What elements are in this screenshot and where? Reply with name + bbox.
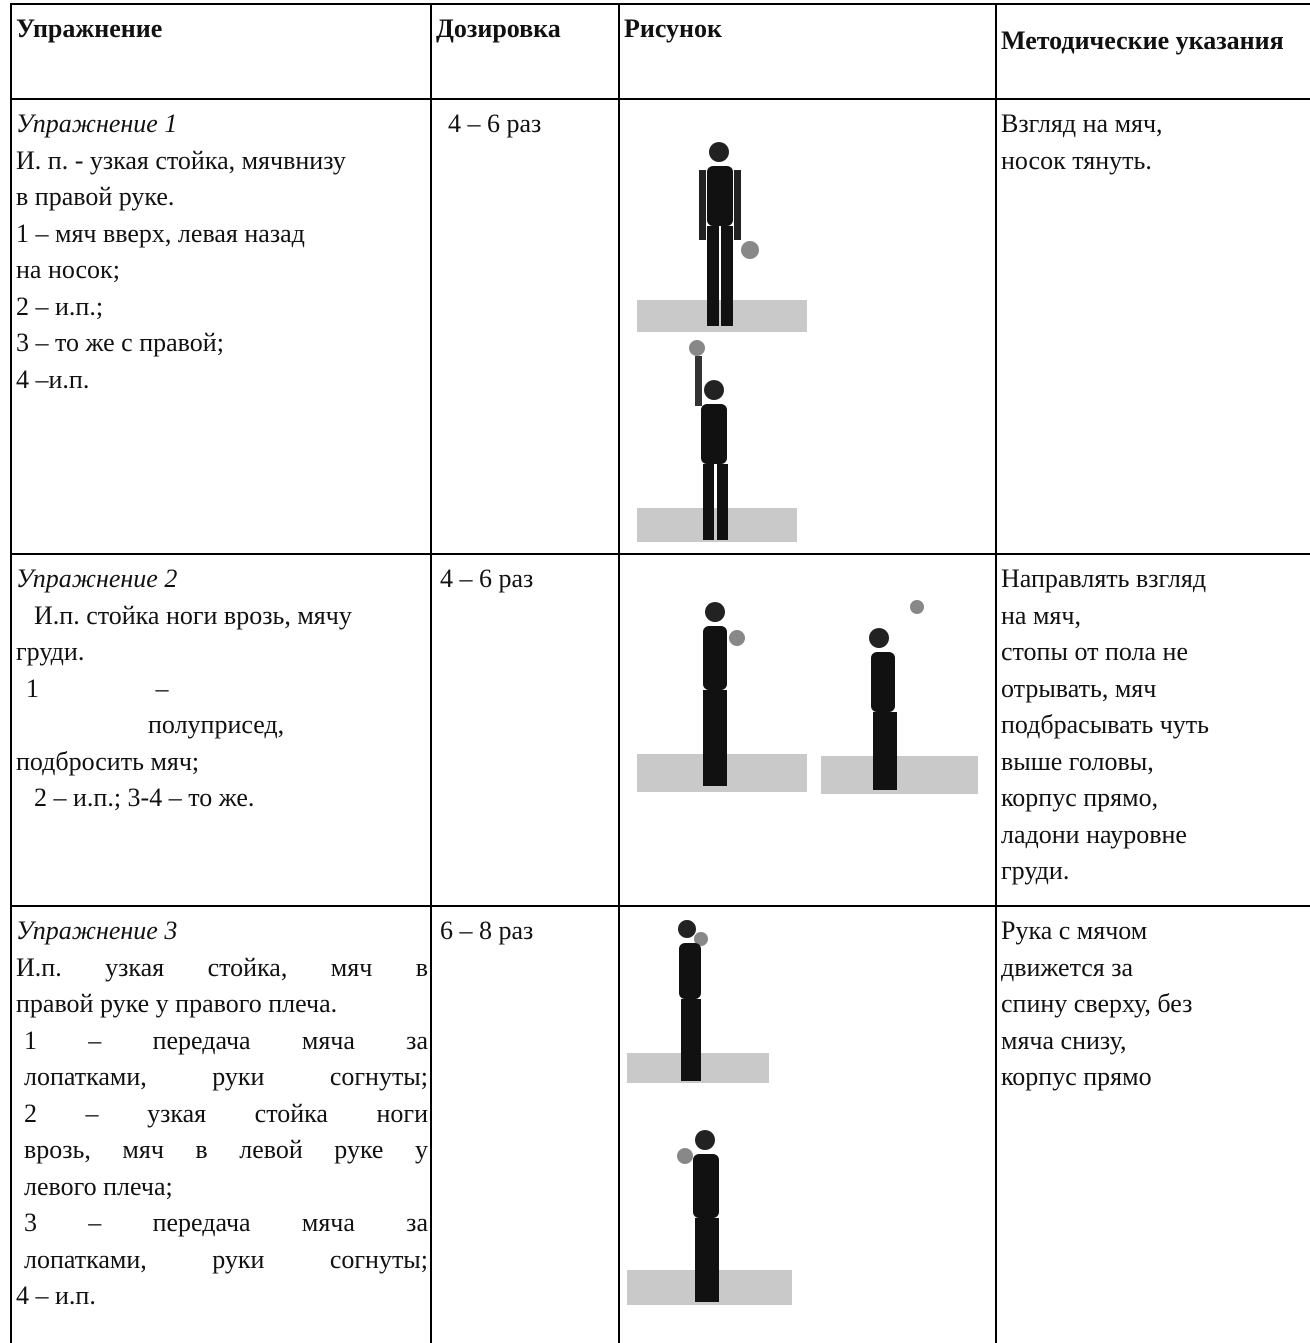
header-cell: Упражнение [10,3,432,100]
header-text: Методические указания [1001,26,1284,55]
exercise-line: И. п. - узкая стойка, мячвнизу [16,145,346,175]
dosage: 4 – 6 раз [440,564,534,593]
exercise-line: правой руке у правого плеча. [16,989,338,1018]
note-line: груди. [1001,856,1070,885]
exercise-line: подбросить мяч; [16,746,200,776]
dosage: 4 – 6 раз [448,109,542,138]
photo [627,920,769,1083]
exercise-line: 3 – то же с правой; [16,328,224,357]
exercise-line: 1 – передача мяча за [24,1025,428,1055]
exercise-line: врозь, мяч в левой руке у [24,1135,428,1164]
exercise-cell: Упражнение 2 И.п. стойка ноги врозь, мячу… [10,553,432,907]
exercise-line: 1 – [26,673,169,703]
note-line: корпус прямо [1001,1062,1152,1091]
exercise-line: лопатками, руки согнуты; [24,1244,428,1274]
exercise-line: груди. [16,637,85,666]
dosage-cell: 6 – 8 раз [430,905,620,1343]
exercise-line: на носок; [16,255,120,284]
photo [821,600,978,794]
note-line: движется за [1001,952,1134,982]
notes-cell: Рука с мячом движется за спину сверху, без… [995,905,1310,1343]
header-text: Дозировка [436,14,561,43]
exercise-line: левого плеча; [24,1171,173,1201]
header-text: Упражнение [16,14,163,43]
exercise-line: 3 – передача мяча за [24,1208,428,1237]
picture-cell [618,98,997,555]
picture-cell [618,553,997,907]
exercise-cell: Упражнение 1 И. п. - узкая стойка, мячвни… [10,98,432,555]
note-line: Взгляд на мяч, [1001,109,1163,138]
dosage-cell: 4 – 6 раз [430,553,620,907]
picture-cell [618,905,997,1343]
exercise-line: И.п. узкая стойка, мяч в [16,952,428,982]
exercise-cell: Упражнение 3 И.п. узкая стойка, мяч в прав… [10,905,432,1343]
note-line: носок тянуть. [1001,145,1152,175]
exercise-line: 2 – узкая стойка ноги [24,1098,428,1128]
dosage: 6 – 8 раз [440,916,534,945]
exercise-title: Упражнение 3 [16,916,178,945]
note-line: корпус прямо, [1001,783,1159,812]
exercise-line: 2 – и.п.; [16,291,104,321]
header-text: Рисунок [624,14,723,43]
exercise-title: Упражнение 1 [16,109,178,138]
exercise-line: 2 – и.п.; 3-4 – то же. [34,783,255,812]
note-line: выше головы, [1001,746,1154,776]
note-line: на мяч, [1001,600,1081,630]
photo [637,602,807,792]
notes-cell: Взгляд на мяч, носок тянуть. [995,98,1310,555]
exercise-title: Упражнение 2 [16,564,178,593]
exercise-line: И.п. стойка ноги врозь, мячу [34,600,352,630]
photo [637,340,797,542]
note-line: Рука с мячом [1001,916,1148,945]
note-line: отрывать, мяч [1001,673,1157,703]
note-line: мяча снизу, [1001,1025,1127,1055]
dosage-cell: 4 – 6 раз [430,98,620,555]
note-line: ладони науровне [1001,819,1187,849]
note-line: стопы от пола не [1001,637,1189,666]
header-cell: Методические указания [995,3,1310,100]
photo [627,1130,792,1305]
exercise-line: 4 – и.п. [16,1281,96,1310]
note-line: Направлять взгляд [1001,564,1207,593]
exercise-line: полуприсед, [148,710,285,739]
notes-cell: Направлять взгляд на мяч, стопы от пола не… [995,553,1310,907]
header-cell: Рисунок [618,3,997,100]
exercise-line: 4 –и.п. [16,364,90,394]
exercise-line: 1 – мяч вверх, левая назад [16,218,305,248]
note-line: подбрасывать чуть [1001,710,1209,739]
note-line: спину сверху, без [1001,989,1193,1018]
exercise-line: в правой руке. [16,182,175,211]
exercise-line: лопатками, руки согнуты; [24,1062,428,1091]
photo [637,142,807,332]
header-cell: Дозировка [430,3,620,100]
